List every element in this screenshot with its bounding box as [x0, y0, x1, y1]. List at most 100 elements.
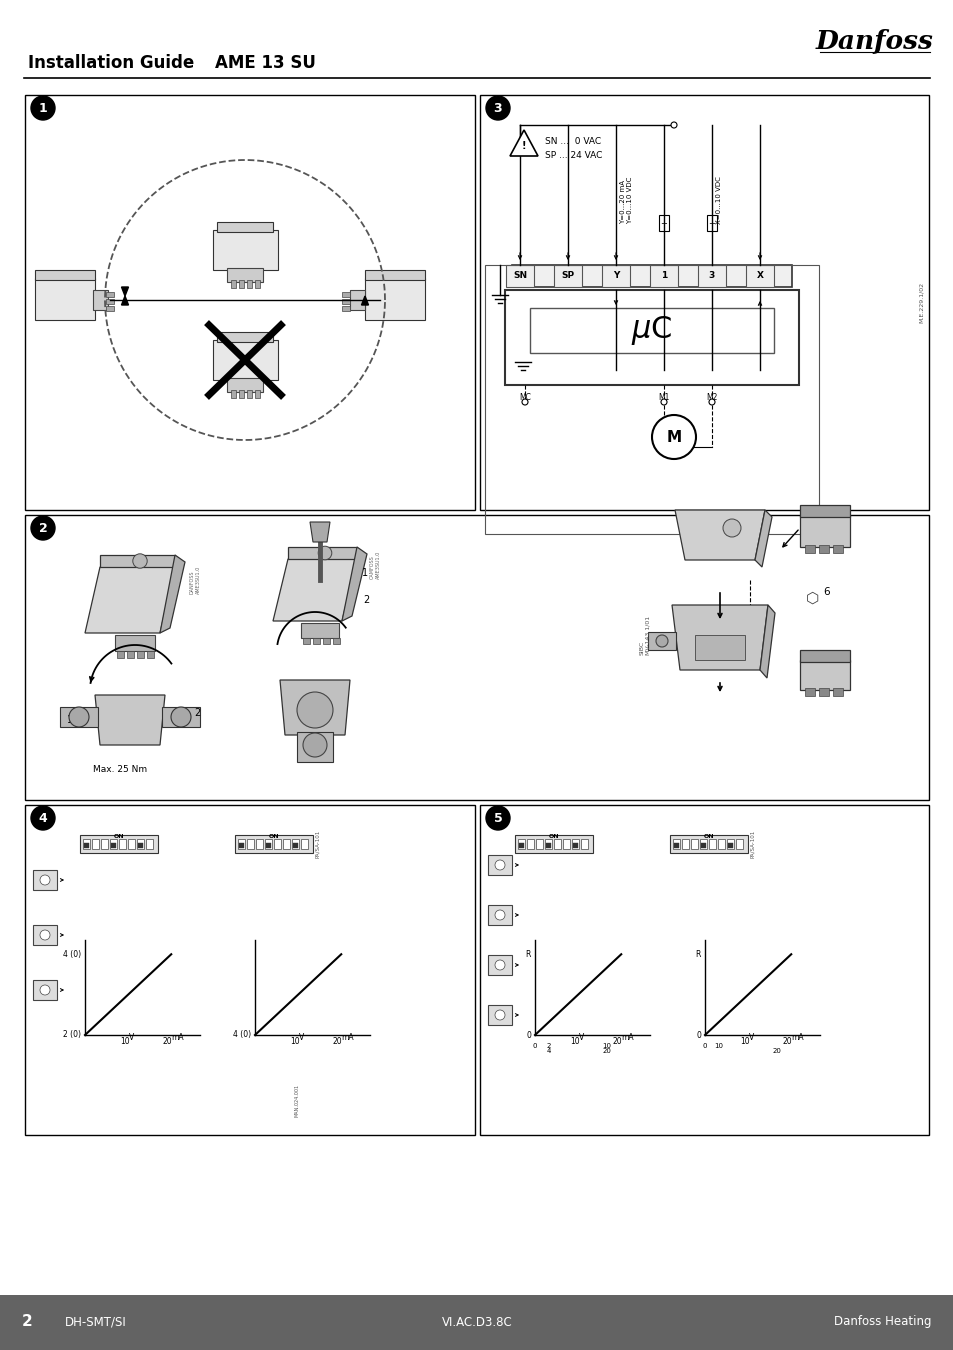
Text: V: V	[129, 1034, 134, 1042]
Bar	[350, 290, 365, 310]
Bar	[365, 270, 424, 279]
Bar	[239, 279, 244, 288]
Bar	[254, 279, 260, 288]
Bar	[726, 838, 733, 849]
Polygon shape	[273, 559, 356, 621]
Bar	[479, 95, 928, 510]
Polygon shape	[671, 605, 767, 670]
Polygon shape	[310, 522, 330, 541]
Bar	[33, 980, 57, 1000]
Polygon shape	[121, 288, 129, 296]
Polygon shape	[85, 567, 174, 633]
Bar	[800, 649, 849, 662]
Bar	[647, 632, 676, 649]
Bar	[745, 265, 773, 288]
Bar	[505, 265, 534, 288]
Text: MC: MC	[518, 393, 531, 401]
Text: +: +	[659, 219, 667, 228]
Text: VI.AC.D3.8C: VI.AC.D3.8C	[441, 1315, 512, 1328]
Text: Installation Guide: Installation Guide	[28, 54, 194, 72]
Bar	[341, 292, 350, 297]
Circle shape	[708, 400, 714, 405]
Text: SN: SN	[513, 271, 526, 281]
Bar	[35, 278, 95, 320]
Bar	[544, 838, 552, 849]
Circle shape	[495, 910, 504, 919]
Bar	[333, 639, 339, 644]
Circle shape	[30, 516, 55, 540]
Text: 10: 10	[602, 1044, 611, 1049]
Circle shape	[132, 554, 147, 568]
Text: +: +	[708, 219, 715, 228]
Text: 0: 0	[532, 1044, 537, 1049]
Circle shape	[485, 96, 510, 120]
Bar	[700, 838, 706, 849]
Text: 20: 20	[772, 1048, 781, 1054]
Text: 2: 2	[22, 1315, 32, 1330]
Text: 0: 0	[702, 1044, 706, 1049]
Polygon shape	[510, 130, 537, 157]
Bar	[573, 842, 578, 848]
Text: mA: mA	[171, 1034, 183, 1042]
Circle shape	[318, 547, 332, 560]
Bar	[479, 805, 928, 1135]
Text: M1: M1	[658, 393, 669, 401]
Text: 4: 4	[546, 1048, 551, 1054]
Circle shape	[296, 693, 333, 728]
Bar	[128, 838, 135, 849]
Bar	[25, 95, 475, 510]
Bar	[681, 838, 688, 849]
Text: X=0...10 VDC: X=0...10 VDC	[716, 176, 721, 224]
Text: 10: 10	[290, 1038, 300, 1046]
Bar	[117, 651, 124, 657]
Circle shape	[651, 414, 696, 459]
Bar	[512, 265, 791, 288]
Text: 1: 1	[660, 271, 666, 281]
Bar	[162, 707, 200, 728]
Bar	[227, 378, 263, 392]
Circle shape	[171, 707, 191, 728]
Bar	[101, 838, 108, 849]
Bar	[488, 904, 512, 925]
Text: M.E.229.1/02: M.E.229.1/02	[918, 281, 923, 323]
Circle shape	[485, 806, 510, 830]
Bar	[137, 651, 144, 657]
Bar	[323, 639, 330, 644]
Bar	[110, 838, 117, 849]
Bar	[818, 688, 828, 697]
Text: !: !	[521, 140, 526, 151]
Text: 0: 0	[525, 1030, 531, 1040]
Text: ⬡: ⬡	[805, 590, 819, 606]
Polygon shape	[95, 695, 165, 745]
Bar	[127, 651, 133, 657]
Text: CAMFOSS
AME3SU1.0: CAMFOSS AME3SU1.0	[370, 551, 380, 579]
Bar	[293, 842, 297, 848]
Bar	[254, 390, 260, 398]
Text: 20: 20	[333, 1038, 342, 1046]
Bar	[530, 308, 773, 352]
Bar	[266, 842, 271, 848]
Text: SIBC
MV-143 1/01: SIBC MV-143 1/01	[639, 616, 650, 655]
Circle shape	[722, 518, 740, 537]
Text: 10: 10	[570, 1038, 579, 1046]
Bar	[526, 838, 534, 849]
Text: V: V	[299, 1034, 304, 1042]
Bar	[700, 842, 705, 848]
Polygon shape	[100, 555, 174, 567]
Text: R: R	[695, 950, 700, 958]
Text: PA/SA-101: PA/SA-101	[314, 830, 319, 859]
Bar	[115, 634, 154, 651]
Text: mA: mA	[790, 1034, 802, 1042]
Bar	[341, 298, 350, 304]
Bar	[341, 306, 350, 310]
Bar	[706, 215, 717, 231]
Circle shape	[40, 986, 50, 995]
Text: 10: 10	[740, 1038, 749, 1046]
Text: 20: 20	[613, 1038, 622, 1046]
Bar	[488, 1004, 512, 1025]
Bar	[517, 838, 524, 849]
Bar	[92, 290, 108, 310]
Bar	[147, 651, 153, 657]
Text: 3: 3	[708, 271, 715, 281]
Polygon shape	[160, 555, 185, 633]
